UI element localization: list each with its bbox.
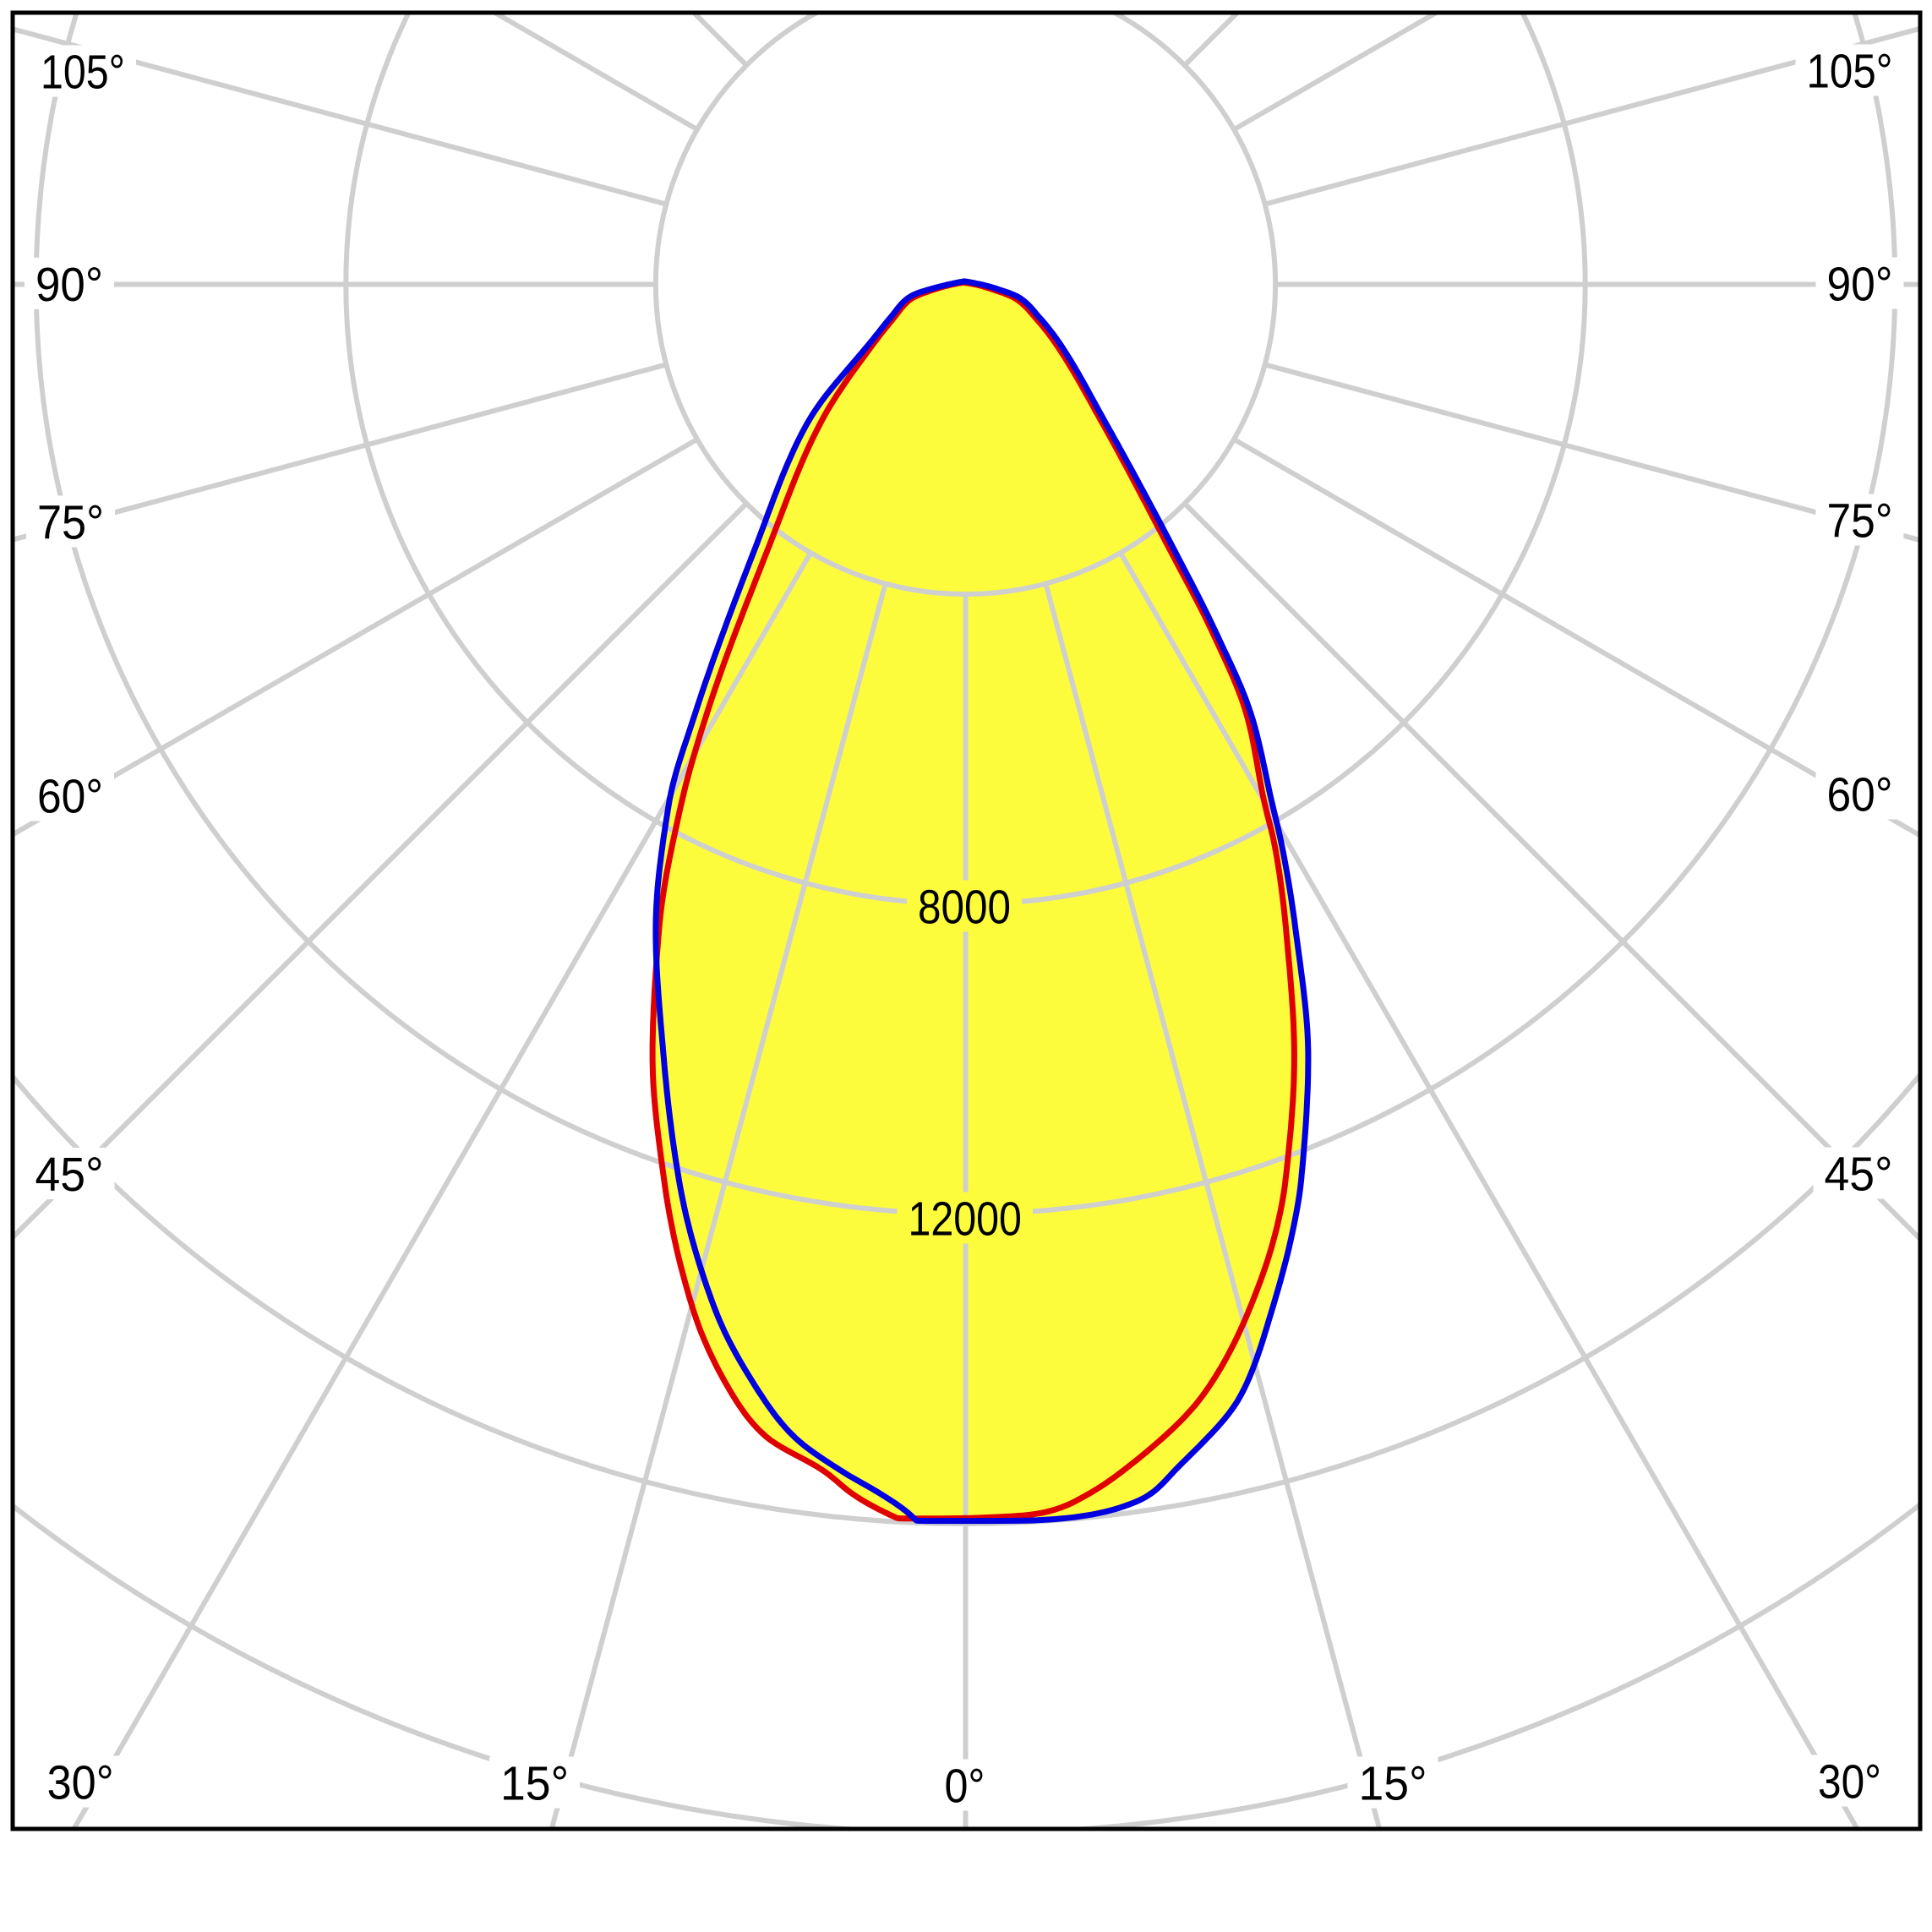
svg-text:105°: 105° <box>1807 45 1893 99</box>
svg-text:105°: 105° <box>41 46 125 100</box>
svg-text:45°: 45° <box>35 1148 104 1202</box>
svg-text:0°: 0° <box>945 1760 985 1814</box>
svg-text:30°: 30° <box>1818 1755 1881 1809</box>
svg-text:12000: 12000 <box>908 1192 1022 1247</box>
svg-text:60°: 60° <box>37 770 103 824</box>
svg-text:75°: 75° <box>37 496 104 550</box>
svg-text:75°: 75° <box>1827 494 1893 548</box>
svg-text:90°: 90° <box>1827 258 1893 312</box>
svg-text:15°: 15° <box>1359 1757 1427 1811</box>
svg-text:15°: 15° <box>500 1757 569 1811</box>
svg-text:90°: 90° <box>35 258 103 312</box>
svg-text:45°: 45° <box>1825 1148 1893 1202</box>
svg-text:60°: 60° <box>1827 768 1893 822</box>
svg-text:8000: 8000 <box>918 881 1011 935</box>
svg-text:30°: 30° <box>47 1756 114 1810</box>
